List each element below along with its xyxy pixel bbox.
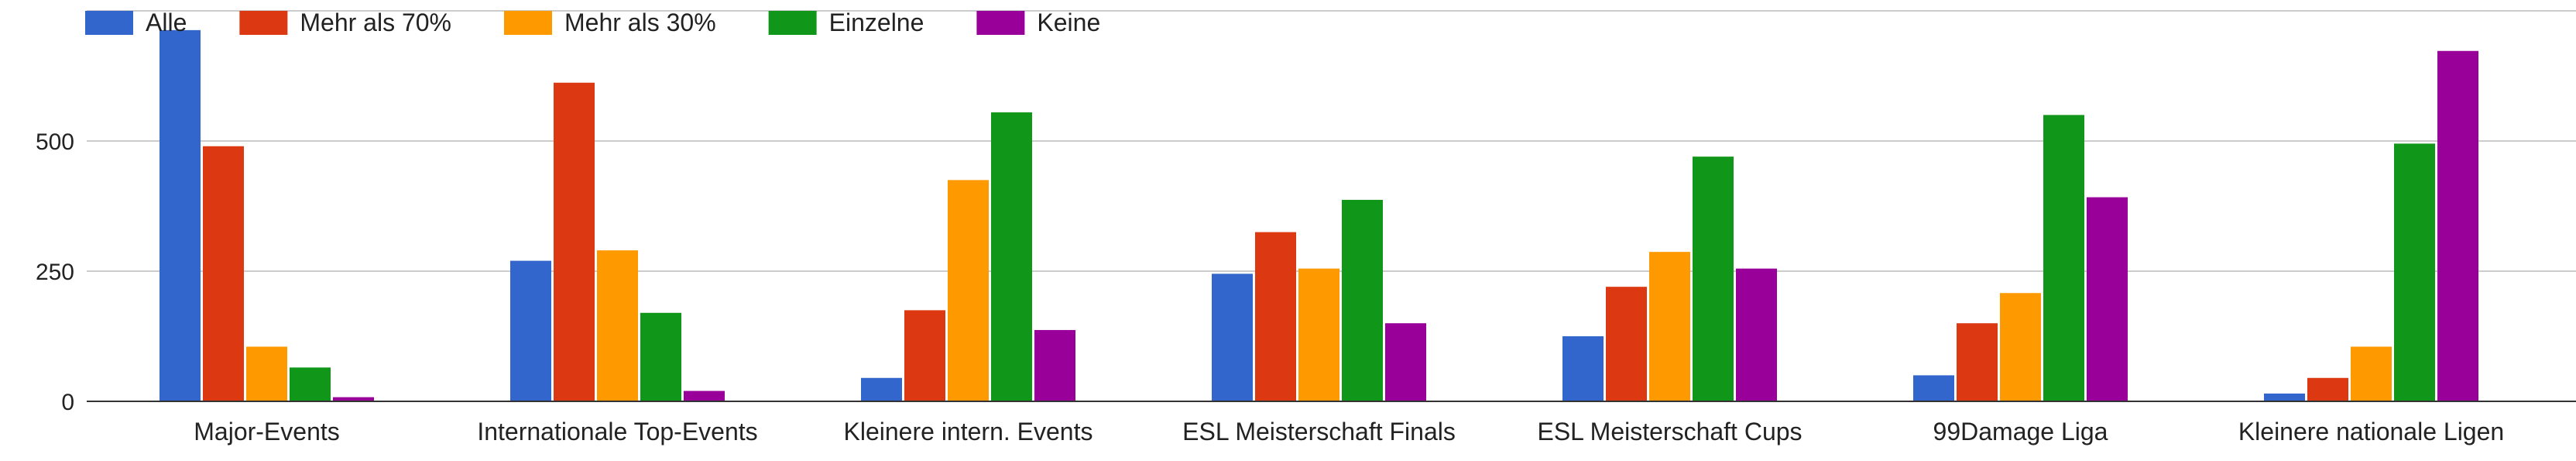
- bar-4-3: [1298, 268, 1339, 401]
- grid-lines: [87, 10, 2576, 272]
- bar-6-3: [2000, 293, 2041, 401]
- legend-label-4: Einzelne: [829, 9, 924, 36]
- legend: Alle Mehr als 70% Mehr als 30% Einzelne Kein…: [85, 9, 1100, 36]
- legend-swatch-1: [85, 11, 133, 35]
- y-tick-label: 250: [36, 260, 74, 285]
- bar-3-4: [991, 112, 1032, 402]
- bar-3-5: [1034, 329, 1075, 401]
- bar-6-5: [2087, 197, 2128, 402]
- bar-4-2: [1255, 232, 1296, 401]
- bar-4-1: [1212, 274, 1253, 401]
- bar-3-3: [948, 180, 989, 401]
- bar-7-1: [2264, 393, 2305, 401]
- legend-swatch-4: [768, 11, 817, 35]
- bar-6-1: [1913, 375, 1954, 401]
- bar-5-4: [1693, 157, 1734, 401]
- bar-3-2: [904, 310, 945, 401]
- category-label: ESL Meisterschaft Cups: [1537, 418, 1802, 446]
- bar-6-2: [1957, 323, 1998, 401]
- y-tick-label: 0: [61, 390, 74, 415]
- category-label: Kleinere intern. Events: [844, 418, 1093, 446]
- bar-1-4: [290, 367, 331, 401]
- legend-swatch-5: [976, 11, 1025, 35]
- bar-5-1: [1562, 336, 1604, 401]
- bar-2-1: [510, 260, 551, 401]
- bar-1-5: [333, 397, 374, 401]
- bar-1-3: [246, 346, 287, 401]
- bar-2-5: [684, 390, 725, 401]
- legend-swatch-2: [239, 11, 288, 35]
- category-label: ESL Meisterschaft Finals: [1182, 418, 1456, 446]
- legend-label-5: Keine: [1037, 9, 1100, 36]
- bar-2-4: [640, 312, 681, 401]
- x-axis-categories: Major-Events Internationale Top-Events Kle…: [194, 418, 2504, 446]
- bars-layer: [159, 29, 2478, 402]
- bar-7-3: [2351, 346, 2392, 401]
- bar-2-2: [554, 82, 595, 402]
- category-label: Kleinere nationale Ligen: [2238, 418, 2504, 446]
- y-tick-label: 500: [36, 129, 74, 155]
- legend-label-1: Alle: [146, 9, 187, 36]
- y-axis-ticks: 0 250 500: [36, 129, 74, 415]
- bar-1-2: [203, 146, 244, 401]
- bar-5-5: [1736, 268, 1777, 401]
- bar-6-4: [2043, 115, 2084, 401]
- bar-5-3: [1649, 252, 1690, 401]
- bar-2-3: [597, 250, 638, 401]
- legend-label-3: Mehr als 30%: [564, 9, 716, 36]
- bar-7-4: [2394, 143, 2435, 402]
- legend-swatch-3: [504, 11, 552, 35]
- bar-7-5: [2437, 50, 2478, 401]
- bar-4-4: [1342, 199, 1383, 401]
- bar-4-5: [1385, 323, 1426, 401]
- category-label: Internationale Top-Events: [477, 418, 757, 446]
- category-label: 99Damage Liga: [1933, 418, 2108, 446]
- legend-label-2: Mehr als 70%: [300, 9, 451, 36]
- bar-1-1: [159, 29, 201, 401]
- bar-3-1: [861, 377, 902, 401]
- bar-7-2: [2307, 377, 2348, 401]
- category-label: Major-Events: [194, 418, 340, 446]
- bar-5-2: [1606, 287, 1647, 401]
